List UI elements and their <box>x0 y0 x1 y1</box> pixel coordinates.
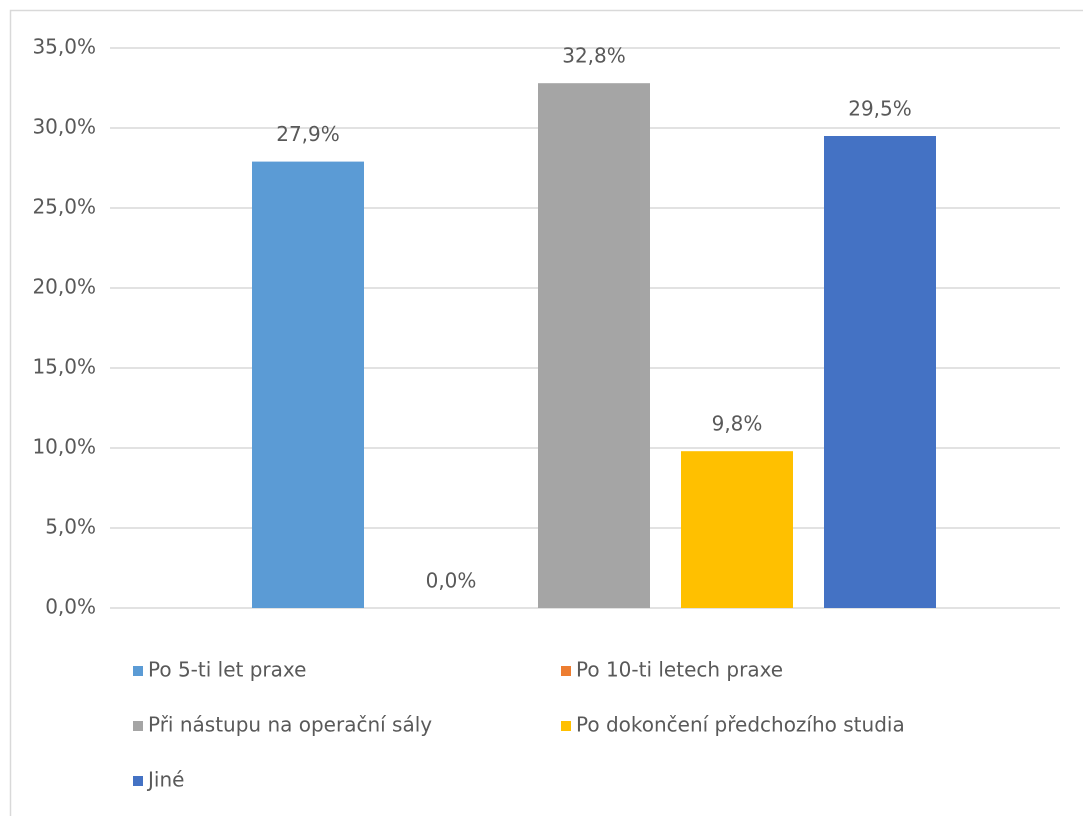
data-label: 32,8% <box>562 44 626 68</box>
legend-label: Po 5-ti let praxe <box>148 658 306 682</box>
data-label: 9,8% <box>712 412 763 436</box>
data-label: 29,5% <box>848 97 912 121</box>
legend-swatch <box>561 666 571 676</box>
y-tick-label: 15,0% <box>32 355 96 379</box>
legend-label: Po dokončení předchozího studia <box>576 713 905 737</box>
legend-label: Jiné <box>146 768 184 792</box>
y-tick-label: 30,0% <box>32 115 96 139</box>
legend-swatch <box>133 666 143 676</box>
data-label: 27,9% <box>276 122 340 146</box>
y-tick-label: 5,0% <box>45 515 96 539</box>
data-label: 0,0% <box>426 569 477 593</box>
y-tick-label: 25,0% <box>32 195 96 219</box>
y-tick-label: 10,0% <box>32 435 96 459</box>
y-tick-label: 0,0% <box>45 595 96 619</box>
bar <box>538 83 650 608</box>
legend-swatch <box>133 776 143 786</box>
y-tick-label: 35,0% <box>32 35 96 59</box>
legend-swatch <box>561 721 571 731</box>
legend-label: Po 10-ti letech praxe <box>576 658 783 682</box>
bar <box>824 136 936 608</box>
y-tick-label: 20,0% <box>32 275 96 299</box>
bar <box>252 161 364 608</box>
bar <box>681 451 793 608</box>
legend-label: Při nástupu na operační sály <box>148 713 432 737</box>
legend-swatch <box>133 721 143 731</box>
